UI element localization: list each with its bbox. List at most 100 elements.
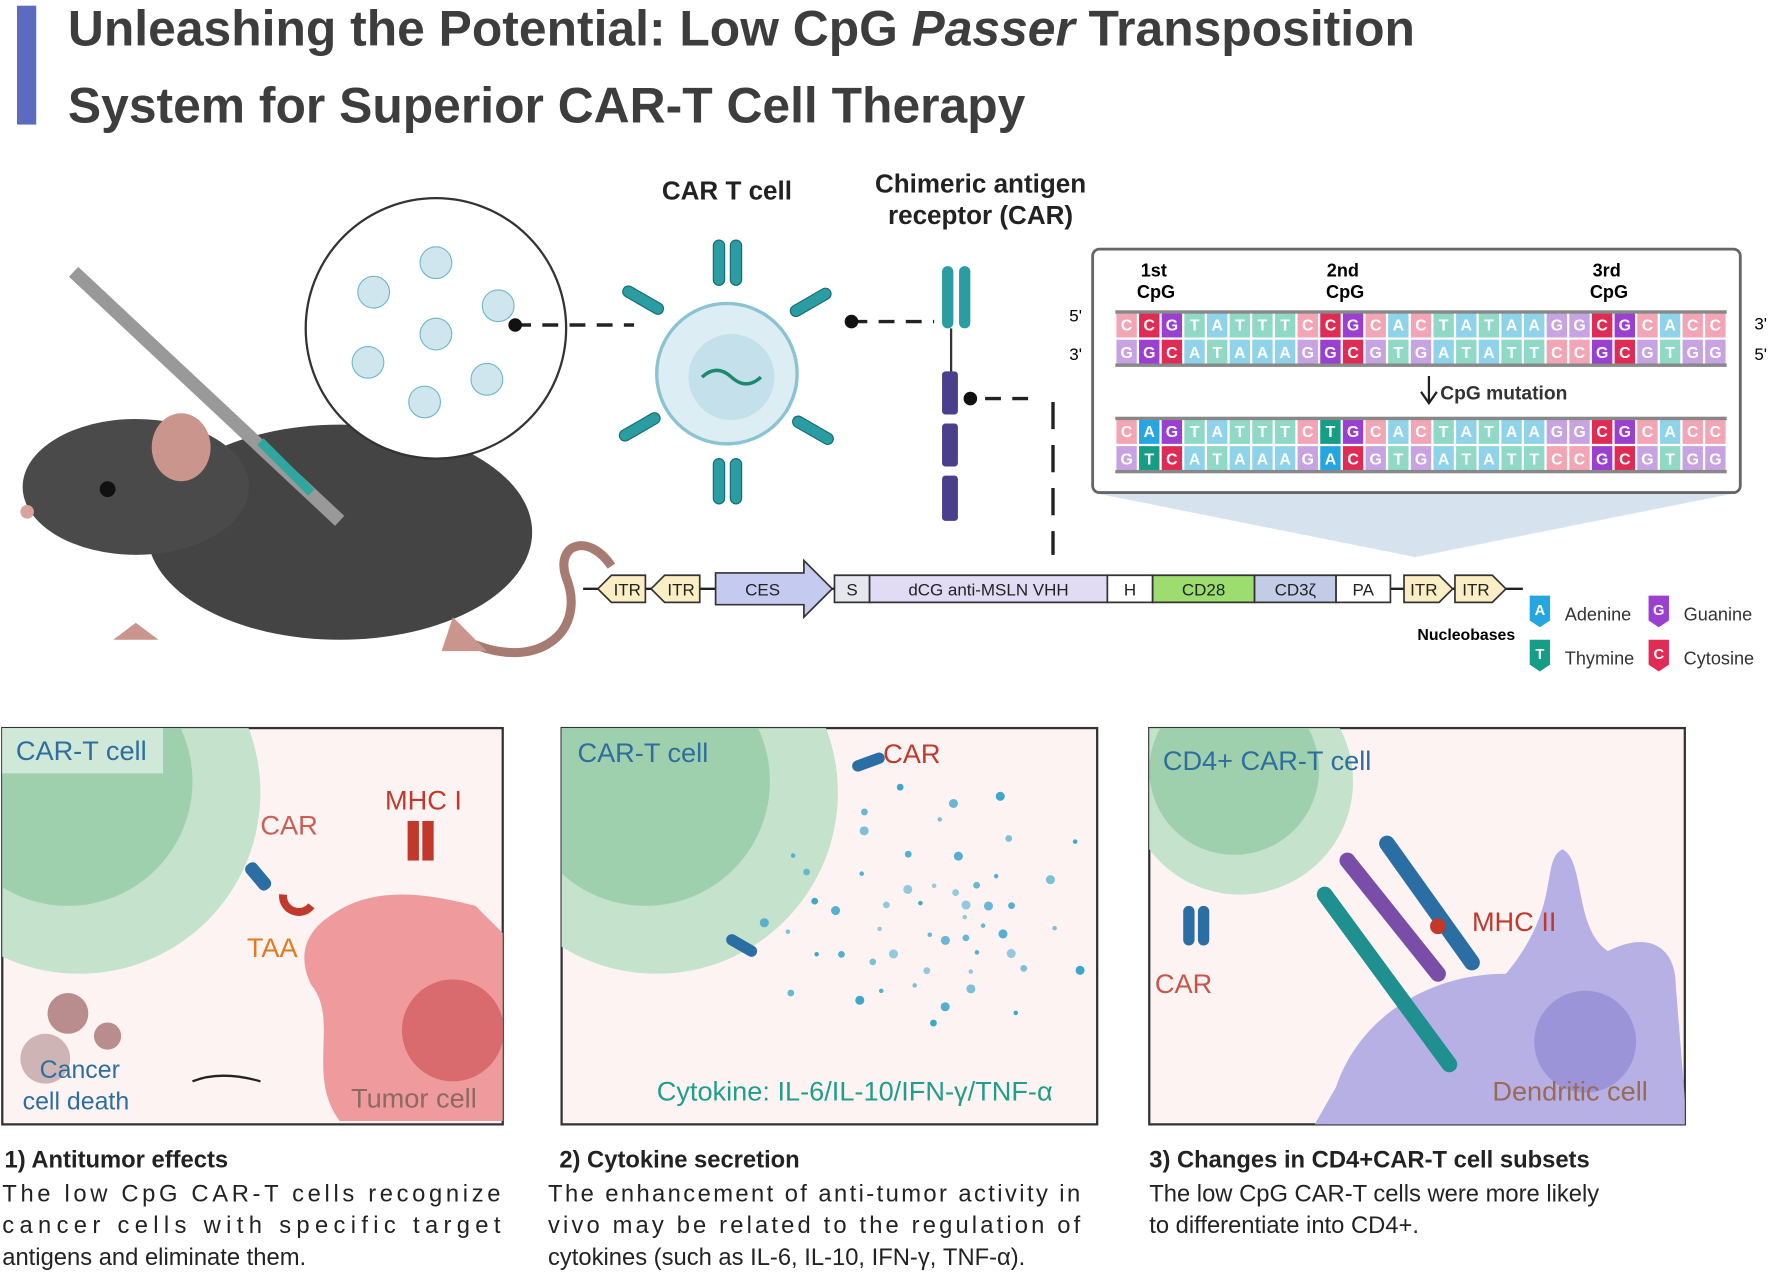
- cytokine-dot: [923, 967, 931, 975]
- base-letter: C: [1596, 318, 1608, 335]
- base-letter: G: [1166, 318, 1178, 335]
- base-cell: [1501, 339, 1522, 365]
- base-letter: C: [1642, 318, 1654, 335]
- base-letter: T: [1665, 451, 1675, 468]
- base-cell: [1388, 446, 1409, 472]
- construct-label: CD28: [1182, 581, 1225, 600]
- zoom-wedge: [1092, 492, 1739, 558]
- mouse: [20, 266, 616, 658]
- cytokine-dot: [790, 853, 796, 858]
- base-letter: T: [1144, 451, 1154, 468]
- base-letter: C: [1325, 318, 1337, 335]
- base-cell: [1410, 312, 1432, 338]
- base-cell: [1184, 312, 1205, 338]
- base-letter: A: [1279, 345, 1291, 362]
- panel-label: Cancer: [40, 1056, 120, 1084]
- base-letter: A: [1483, 345, 1495, 362]
- panel-label: TAA: [247, 932, 299, 963]
- base-cell: [1206, 312, 1228, 338]
- construct-label: ITR: [1462, 581, 1489, 600]
- base-cell: [1705, 418, 1726, 444]
- base-letter: T: [1461, 451, 1471, 468]
- cytokine-dot: [974, 950, 980, 955]
- base-cell: [1569, 446, 1590, 472]
- legend: Nucleobases A Adenine G Guanine T Thymine C Cyto…: [1417, 595, 1754, 672]
- base-letter: G: [1324, 345, 1336, 362]
- base-letter: C: [1687, 424, 1699, 441]
- base-letter: C: [1302, 424, 1314, 441]
- base-letter: C: [1596, 424, 1608, 441]
- base-letter: C: [1166, 345, 1178, 362]
- base-letter: A: [1664, 318, 1676, 335]
- base-letter: G: [1687, 345, 1699, 362]
- base-cell: [1410, 446, 1432, 472]
- base-cell: [1614, 418, 1635, 444]
- base-cell: [1342, 446, 1364, 472]
- cytokine-dot: [973, 881, 981, 889]
- base-letter: G: [1709, 451, 1721, 468]
- construct-segment: [1335, 574, 1392, 604]
- cytokine-dot: [966, 984, 976, 994]
- legend-letter: T: [1535, 647, 1544, 663]
- base-letter: C: [1415, 318, 1427, 335]
- strand-end: 5': [1754, 345, 1767, 364]
- base-letter: A: [1664, 424, 1676, 441]
- base-letter: G: [1573, 318, 1585, 335]
- base-cell: [1501, 312, 1522, 338]
- base-letter: T: [1190, 424, 1200, 441]
- base-letter: A: [1461, 318, 1473, 335]
- base-letter: A: [1528, 424, 1540, 441]
- construct-label: dCG anti-MSLN VHH: [908, 581, 1068, 600]
- cytokine-dot: [912, 983, 917, 988]
- base-letter: T: [1212, 451, 1222, 468]
- construct-label: S: [846, 581, 857, 600]
- base-cell: [1659, 418, 1681, 444]
- title-end: Transposition: [1088, 0, 1414, 56]
- construct-label: ITR: [1410, 581, 1437, 600]
- base-cell: [1682, 339, 1703, 365]
- construct-label: H: [1124, 581, 1136, 600]
- cytokine-dot: [787, 989, 795, 997]
- legend-letter: G: [1653, 603, 1664, 619]
- base-letter: A: [1257, 345, 1269, 362]
- base-cell: [1546, 312, 1568, 338]
- base-letter: C: [1687, 318, 1699, 335]
- panel-label: CAR: [1155, 968, 1212, 999]
- base-letter: T: [1190, 318, 1200, 335]
- base-letter: T: [1280, 318, 1290, 335]
- base-letter: A: [1189, 345, 1201, 362]
- base-letter: G: [1415, 345, 1427, 362]
- base-cell: [1229, 446, 1251, 472]
- caption-body: The low CpG CAR-T cells were more likely: [1149, 1180, 1599, 1207]
- base-letter: C: [1710, 318, 1722, 335]
- cytokine-dot: [878, 988, 884, 994]
- legend-tag: [1529, 639, 1551, 672]
- strand-end: 5': [1069, 307, 1082, 326]
- base-cell: [1614, 312, 1635, 338]
- base-cell: [1116, 312, 1137, 338]
- panel-2: CAR-T cell CAR Cytokine: IL-6/IL-10/IFN-…: [560, 726, 1099, 1126]
- base-cell: [1433, 339, 1454, 365]
- legend-name: Thymine: [1565, 649, 1634, 669]
- base-cell: [1456, 446, 1477, 472]
- base-cell: [1388, 418, 1409, 444]
- base-letter: A: [1438, 451, 1450, 468]
- base-letter: A: [1211, 318, 1223, 335]
- base-cell: [1252, 312, 1273, 338]
- cytokine-dot: [927, 932, 933, 938]
- cell-cluster: [351, 246, 515, 419]
- cytokine-dot: [1008, 902, 1015, 909]
- base-cell: [1501, 446, 1522, 472]
- car-t-label: CAR T cell: [662, 175, 792, 205]
- base-cell: [1705, 312, 1726, 338]
- base-letter: G: [1302, 451, 1314, 468]
- base-cell: [1637, 339, 1658, 365]
- cytokine-dot: [953, 851, 963, 861]
- legend-tag: [1529, 595, 1551, 628]
- cytokine-dot: [838, 950, 845, 958]
- base-cell: [1591, 312, 1613, 338]
- base-letter: G: [1302, 345, 1314, 362]
- base-cell: [1342, 418, 1364, 444]
- cytokine-dot: [948, 798, 958, 809]
- panel-label: CAR: [260, 810, 317, 841]
